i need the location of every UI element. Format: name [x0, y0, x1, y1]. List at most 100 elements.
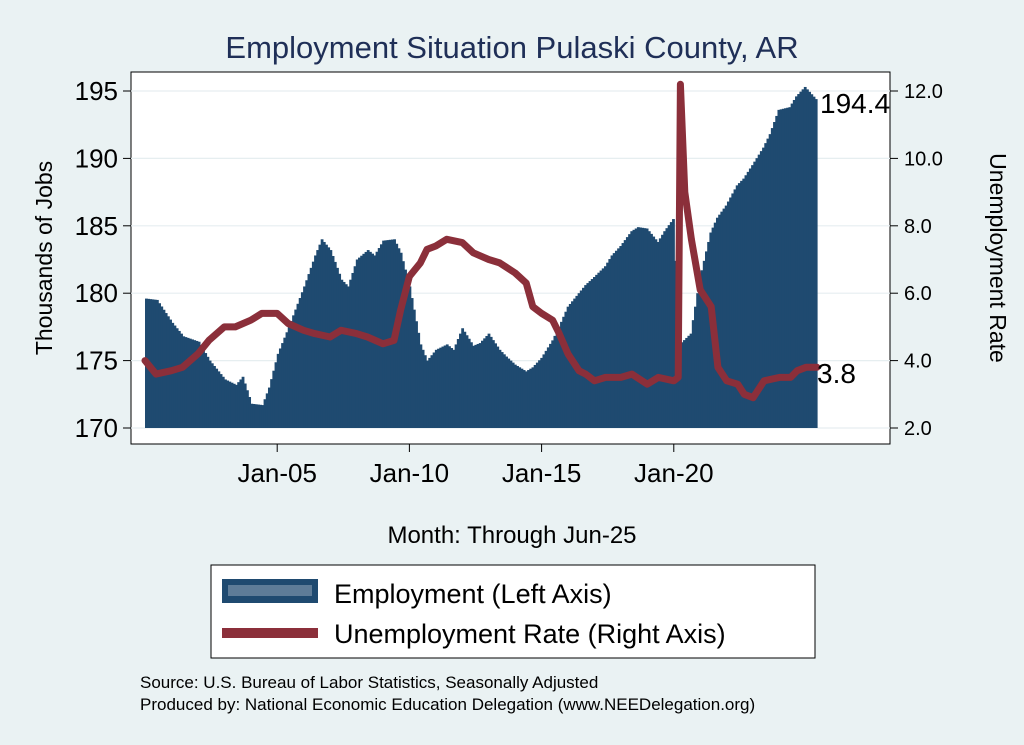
employment-bar: [248, 397, 252, 428]
employment-bar: [158, 303, 161, 428]
y-tick-label-right: 4.0: [904, 351, 932, 373]
employment-bar: [182, 336, 186, 428]
x-axis-title: Month: Through Jun-25: [387, 522, 636, 549]
employment-bar: [481, 340, 484, 428]
employment-bar: [751, 165, 754, 428]
employment-bar: [336, 267, 339, 428]
employment-bar: [494, 343, 497, 428]
employment-bar: [228, 381, 232, 428]
employment-bar: [597, 272, 601, 428]
unemployment-rate-line: [141, 80, 821, 402]
employment-bar: [687, 335, 691, 428]
employment-bar: [496, 346, 500, 428]
employment-bar: [544, 350, 548, 428]
employment-bar: [351, 272, 355, 428]
employment-bar: [691, 320, 695, 428]
employment-bar: [160, 306, 164, 428]
employment-bar: [448, 346, 451, 428]
employment-bar: [680, 342, 684, 428]
employment-bar: [720, 211, 724, 428]
employment-bar: [199, 345, 203, 428]
employment-bar: [470, 342, 473, 428]
employment-bar: [685, 337, 689, 428]
employment-bar: [298, 298, 302, 428]
employment-bar: [540, 357, 544, 428]
x-tick-label: Jan-10: [370, 458, 450, 488]
y-tick-label-left: 190: [75, 143, 118, 173]
employment-bar: [742, 178, 746, 428]
employment-bar: [746, 171, 750, 428]
employment-bar: [204, 353, 208, 428]
employment-bar: [667, 225, 671, 428]
employment-bar: [311, 261, 315, 428]
employment-bar: [485, 336, 489, 428]
y-axis-left: 170 175 180 185 190 195: [75, 76, 131, 443]
employment-bar: [522, 370, 526, 428]
employment-bar: [173, 325, 177, 428]
employment-bar: [775, 115, 779, 428]
employment-bar: [672, 219, 675, 428]
employment-bar: [810, 94, 814, 429]
employment-bar: [338, 273, 342, 428]
employment-bar: [797, 94, 801, 428]
employment-bar: [428, 357, 432, 428]
legend-unemployment-label: Unemployment Rate (Right Axis): [334, 619, 726, 649]
employment-bar: [527, 370, 530, 428]
employment-bar: [803, 86, 807, 429]
employment-bar: [557, 326, 561, 428]
employment-bar: [584, 285, 588, 428]
employment-bar: [399, 252, 403, 428]
employment-bar: [707, 241, 710, 428]
x-axis: Jan-05 Jan-10 Jan-15 Jan-20: [237, 444, 714, 488]
employment-bar: [683, 340, 686, 428]
employment-bar: [289, 321, 293, 428]
employment-bar: [360, 255, 364, 428]
employment-bar: [188, 338, 192, 428]
employment-bar: [542, 354, 546, 428]
employment-bar: [221, 376, 225, 428]
employment-bar: [278, 348, 282, 428]
employment-bar: [294, 309, 298, 428]
employment-bar: [191, 339, 194, 428]
employment-bar: [263, 399, 267, 428]
employment-bar: [610, 255, 614, 428]
employment-bar: [175, 328, 179, 428]
employment-bar: [755, 158, 759, 428]
employment-bar: [643, 228, 647, 428]
employment-bar: [226, 380, 230, 428]
employment-bar: [639, 227, 642, 428]
employment-bar: [665, 228, 669, 428]
employment-bar: [426, 360, 429, 428]
employment-bar: [617, 248, 620, 428]
employment-bar: [417, 332, 421, 428]
employment-bar: [625, 237, 629, 428]
employment-bar: [579, 290, 583, 428]
x-tick-label: Jan-05: [237, 458, 317, 488]
employment-bar: [753, 161, 757, 428]
employment-bar: [342, 281, 346, 428]
employment-bar: [235, 384, 238, 428]
employment-bar: [599, 270, 603, 428]
employment-bar: [614, 250, 618, 428]
employment-bar: [153, 299, 157, 428]
employment-bar: [551, 340, 555, 428]
employment-bar: [733, 189, 737, 428]
employment-bar: [344, 284, 348, 428]
employment-bar: [595, 274, 598, 428]
employment-end-label: 194.4: [820, 88, 890, 119]
employment-bar: [792, 99, 796, 429]
employment-bar: [658, 238, 662, 428]
employment-bar: [463, 331, 467, 428]
employment-bar: [232, 383, 236, 428]
employment-bar: [715, 217, 719, 428]
employment-bar: [718, 214, 721, 428]
employment-bar: [784, 108, 787, 428]
employment-bar: [737, 183, 741, 428]
employment-bar: [779, 109, 783, 428]
employment-bar: [452, 349, 456, 428]
employment-bar: [560, 321, 563, 428]
employment-bar: [645, 228, 649, 428]
employment-bar: [603, 266, 607, 428]
employment-bar: [694, 306, 697, 428]
